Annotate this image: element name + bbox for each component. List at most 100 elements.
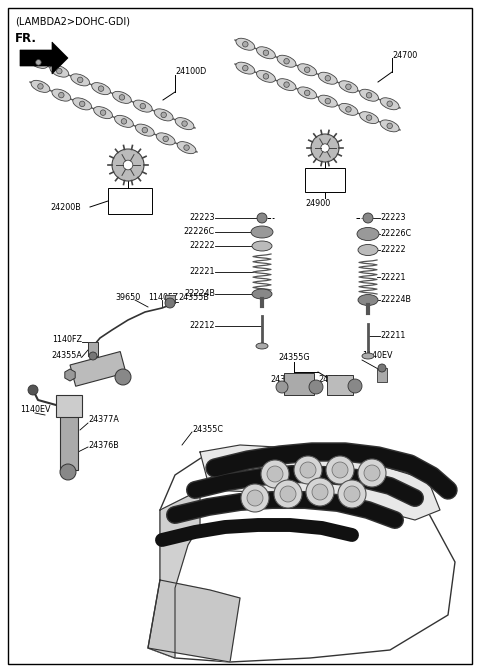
Circle shape (38, 83, 43, 89)
Circle shape (387, 123, 393, 128)
Circle shape (280, 486, 296, 502)
Bar (284, 373, 314, 395)
Circle shape (100, 110, 106, 116)
Text: 22223: 22223 (190, 214, 215, 222)
Bar (56, 395, 82, 417)
Bar (377, 368, 387, 382)
Ellipse shape (339, 103, 358, 116)
Circle shape (309, 380, 323, 394)
Ellipse shape (360, 89, 379, 101)
Circle shape (77, 77, 83, 83)
Text: 24100D: 24100D (175, 67, 206, 77)
Bar (327, 375, 353, 395)
Circle shape (123, 160, 133, 170)
Circle shape (366, 115, 372, 120)
Ellipse shape (256, 71, 276, 83)
Ellipse shape (52, 89, 71, 101)
Text: 24355G: 24355G (278, 353, 310, 362)
Text: 39650: 39650 (115, 294, 140, 302)
Circle shape (241, 484, 269, 512)
Ellipse shape (31, 81, 50, 92)
Circle shape (115, 369, 131, 385)
Circle shape (387, 101, 393, 106)
Circle shape (274, 480, 302, 508)
Text: 22212: 22212 (190, 321, 215, 331)
Circle shape (304, 90, 310, 95)
Circle shape (304, 67, 310, 73)
Circle shape (28, 385, 38, 395)
Bar (108, 188, 152, 214)
Circle shape (242, 42, 248, 47)
Circle shape (247, 490, 263, 506)
Polygon shape (148, 580, 240, 662)
Circle shape (161, 112, 167, 118)
Circle shape (242, 65, 248, 71)
Circle shape (294, 456, 322, 484)
Circle shape (363, 213, 373, 223)
Circle shape (321, 144, 329, 152)
Ellipse shape (252, 241, 272, 251)
Text: 22224B: 22224B (380, 296, 411, 304)
Circle shape (142, 128, 147, 133)
Text: 22226C: 22226C (380, 230, 411, 239)
Text: 24355B: 24355B (178, 294, 209, 302)
Circle shape (163, 136, 168, 142)
Circle shape (325, 98, 331, 104)
Circle shape (140, 103, 145, 109)
Text: 24376C: 24376C (318, 376, 349, 384)
Circle shape (165, 298, 175, 308)
Text: 22224B: 22224B (184, 290, 215, 298)
Circle shape (263, 50, 269, 56)
Circle shape (364, 465, 380, 481)
Ellipse shape (71, 74, 90, 86)
Ellipse shape (29, 56, 48, 69)
Circle shape (182, 121, 187, 126)
Circle shape (184, 145, 189, 151)
Circle shape (300, 462, 316, 478)
Text: 22223: 22223 (380, 214, 406, 222)
Circle shape (332, 462, 348, 478)
Bar (165, 295, 175, 303)
Ellipse shape (115, 116, 133, 128)
Circle shape (36, 60, 41, 65)
Circle shape (79, 101, 85, 107)
Ellipse shape (357, 228, 379, 241)
Text: 1140FZ: 1140FZ (148, 294, 178, 302)
Ellipse shape (339, 81, 358, 93)
Ellipse shape (112, 91, 132, 103)
Text: 22226C: 22226C (184, 228, 215, 237)
Text: FR.: FR. (15, 32, 37, 44)
Text: 1140FZ: 1140FZ (52, 335, 82, 345)
Circle shape (119, 95, 125, 100)
Text: 24700: 24700 (392, 50, 417, 60)
Ellipse shape (135, 124, 154, 136)
Circle shape (306, 478, 334, 506)
Text: 24355A: 24355A (51, 351, 82, 360)
Text: 22211: 22211 (380, 331, 406, 341)
Ellipse shape (133, 100, 152, 112)
Text: 1140EV: 1140EV (362, 351, 393, 360)
Text: 24376B: 24376B (88, 441, 119, 450)
Ellipse shape (277, 55, 296, 67)
Ellipse shape (358, 294, 378, 306)
Text: 22222: 22222 (380, 245, 406, 255)
Polygon shape (65, 369, 75, 381)
Circle shape (284, 82, 289, 87)
Circle shape (121, 119, 127, 124)
Ellipse shape (362, 353, 374, 359)
Ellipse shape (298, 87, 317, 99)
Circle shape (59, 92, 64, 98)
Circle shape (98, 86, 104, 91)
Circle shape (358, 459, 386, 487)
Polygon shape (200, 445, 440, 520)
Circle shape (325, 75, 331, 81)
Ellipse shape (318, 73, 337, 84)
Ellipse shape (50, 65, 69, 77)
Circle shape (261, 460, 289, 488)
Circle shape (276, 381, 288, 393)
Circle shape (326, 456, 354, 484)
Text: 22221: 22221 (380, 273, 406, 282)
Ellipse shape (380, 120, 399, 132)
Circle shape (344, 486, 360, 502)
Ellipse shape (318, 95, 337, 107)
